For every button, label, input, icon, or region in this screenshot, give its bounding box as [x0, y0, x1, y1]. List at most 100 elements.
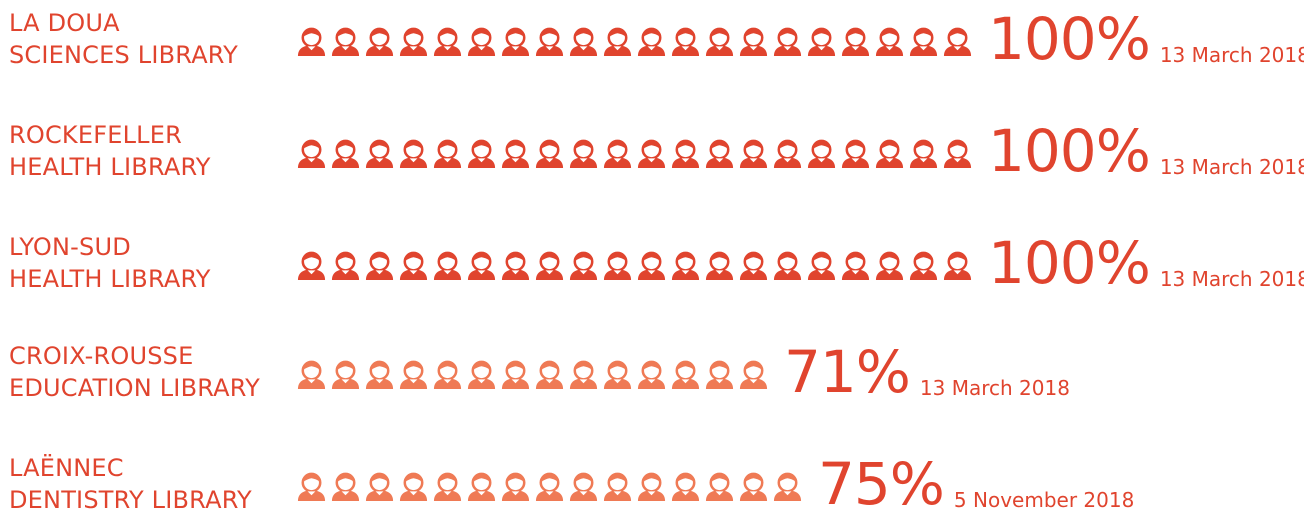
person-icon [807, 139, 836, 168]
person-icon [297, 472, 326, 501]
person-icon [739, 27, 768, 56]
person-icon [807, 251, 836, 280]
person-icon-row [296, 21, 973, 61]
person-icon [909, 251, 938, 280]
person-icon [535, 139, 564, 168]
person-icon [705, 360, 734, 389]
person-icon-row [296, 245, 973, 285]
person-icon [399, 360, 428, 389]
person-icon [501, 139, 530, 168]
person-icon [569, 139, 598, 168]
library-row: ROCKEFELLER HEALTH LIBRARY 100% 13 March 20… [0, 119, 1304, 199]
person-icon [637, 139, 666, 168]
person-icon [705, 472, 734, 501]
person-icon [501, 251, 530, 280]
library-label: LAËNNEC DENTISTRY LIBRARY [9, 452, 289, 516]
person-icon [603, 27, 632, 56]
person-icon [501, 27, 530, 56]
person-icon [773, 27, 802, 56]
library-label-line1: ROCKEFELLER [9, 121, 182, 149]
person-icon [365, 27, 394, 56]
library-label: LYON-SUD HEALTH LIBRARY [9, 231, 289, 295]
person-icon [433, 360, 462, 389]
occupancy-chart: LA DOUA SCIENCES LIBRARY 100% 13 March 2018… [0, 7, 1304, 514]
person-icon [433, 139, 462, 168]
person-icon [739, 251, 768, 280]
person-icon [365, 360, 394, 389]
person-icon [603, 251, 632, 280]
person-icon [365, 251, 394, 280]
person-icon [909, 139, 938, 168]
person-icon-row [296, 354, 769, 394]
person-icon [365, 472, 394, 501]
person-icon [433, 251, 462, 280]
person-icon [671, 139, 700, 168]
library-label-line2: DENTISTRY LIBRARY [9, 486, 252, 514]
person-icon [399, 251, 428, 280]
library-label-line1: LYON-SUD [9, 233, 131, 261]
library-row: LYON-SUD HEALTH LIBRARY 100% 13 March 2018 [0, 231, 1304, 311]
person-icon [875, 251, 904, 280]
person-icon [399, 27, 428, 56]
measurement-date: 13 March 2018 [1159, 43, 1304, 67]
person-icon [773, 251, 802, 280]
library-label-line1: LAËNNEC [9, 454, 124, 482]
person-icon [773, 139, 802, 168]
person-icon [433, 472, 462, 501]
percentage-value: 100% [988, 229, 1151, 297]
library-label-line2: HEALTH LIBRARY [9, 153, 211, 181]
percentage-value: 75% [818, 450, 945, 518]
person-icon-row [296, 133, 973, 173]
person-icon [569, 360, 598, 389]
person-icon [671, 360, 700, 389]
person-icon [671, 251, 700, 280]
person-icon [637, 360, 666, 389]
library-row: CROIX-ROUSSE EDUCATION LIBRARY 71% 13 March… [0, 340, 1304, 420]
person-icon [705, 251, 734, 280]
person-icon [875, 27, 904, 56]
library-label: ROCKEFELLER HEALTH LIBRARY [9, 119, 289, 183]
person-icon [841, 27, 870, 56]
library-row: LAËNNEC DENTISTRY LIBRARY 75% 5 November 20… [0, 452, 1304, 532]
person-icon [331, 139, 360, 168]
person-icon [705, 27, 734, 56]
person-icon [841, 139, 870, 168]
measurement-date: 13 March 2018 [919, 376, 1070, 400]
person-icon [399, 139, 428, 168]
person-icon [297, 27, 326, 56]
person-icon [637, 472, 666, 501]
person-icon [569, 27, 598, 56]
person-icon [671, 472, 700, 501]
person-icon [943, 251, 972, 280]
person-icon [739, 472, 768, 501]
person-icon [535, 251, 564, 280]
person-icon [467, 139, 496, 168]
person-icon [433, 27, 462, 56]
library-label: CROIX-ROUSSE EDUCATION LIBRARY [9, 340, 289, 404]
library-label-line2: SCIENCES LIBRARY [9, 41, 239, 69]
person-icon [331, 472, 360, 501]
library-row: LA DOUA SCIENCES LIBRARY 100% 13 March 2018 [0, 7, 1304, 87]
person-icon [399, 472, 428, 501]
person-icon [467, 360, 496, 389]
person-icon [603, 472, 632, 501]
person-icon [331, 251, 360, 280]
person-icon [637, 251, 666, 280]
library-label-line1: CROIX-ROUSSE [9, 342, 194, 370]
library-label: LA DOUA SCIENCES LIBRARY [9, 7, 289, 71]
person-icon [297, 251, 326, 280]
person-icon [671, 27, 700, 56]
measurement-date: 13 March 2018 [1159, 155, 1304, 179]
person-icon [467, 27, 496, 56]
person-icon [467, 251, 496, 280]
person-icon [841, 251, 870, 280]
library-label-line1: LA DOUA [9, 9, 120, 37]
person-icon [331, 360, 360, 389]
person-icon [807, 27, 836, 56]
person-icon [705, 139, 734, 168]
person-icon [501, 360, 530, 389]
measurement-date: 13 March 2018 [1159, 267, 1304, 291]
person-icon [365, 139, 394, 168]
person-icon [331, 27, 360, 56]
percentage-value: 100% [988, 5, 1151, 73]
